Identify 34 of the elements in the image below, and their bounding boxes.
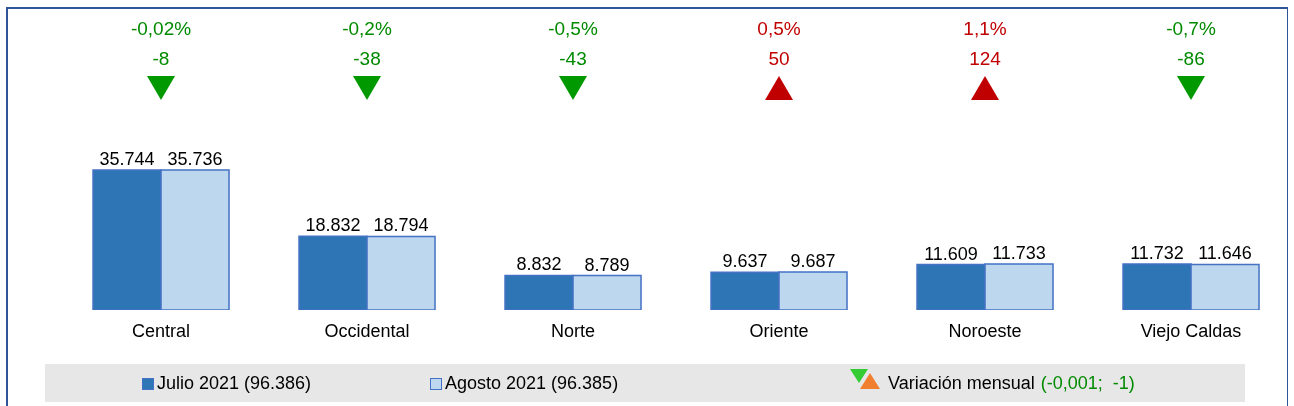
- x-tick-label: Noroeste: [948, 320, 1022, 341]
- text: -38: [352, 48, 382, 70]
- text: -0,02%: [129, 18, 193, 40]
- text: -0,2%: [341, 18, 393, 40]
- x-tick-label: Norte: [550, 320, 596, 341]
- x-tick-label: Oriente: [749, 320, 809, 341]
- data-label: 11.733: [992, 243, 1046, 264]
- data-label: 11.609: [924, 243, 978, 264]
- data-label: 8.789: [584, 254, 630, 275]
- legend-label: Agosto 2021 (96.385): [445, 373, 619, 394]
- data-label: 11.732: [1130, 243, 1184, 264]
- data-label: 11.646: [1198, 243, 1252, 264]
- text: -8: [151, 48, 171, 70]
- text: -0,7%: [1165, 18, 1217, 40]
- text: (-0,001; -1): [1040, 373, 1135, 394]
- text: -86: [1176, 48, 1206, 70]
- data-label: 18.794: [373, 215, 429, 236]
- text: -0,5%: [547, 18, 599, 40]
- data-label: 8.832: [516, 254, 562, 275]
- x-tick-label: Viejo Caldas: [1140, 320, 1242, 341]
- data-label: 9.687: [790, 251, 836, 272]
- x-tick-label: Occidental: [324, 320, 410, 341]
- text: Variación mensual: [888, 373, 1035, 394]
- data-label: 9.637: [722, 251, 768, 272]
- x-tick-label: Central: [131, 320, 191, 341]
- text: 50: [767, 48, 791, 70]
- data-label: 35.736: [167, 149, 223, 170]
- text: 0,5%: [756, 18, 802, 40]
- data-label: 18.832: [305, 215, 361, 236]
- text: 124: [968, 48, 1002, 70]
- legend-label: Julio 2021 (96.386): [157, 373, 312, 394]
- text: 1,1%: [962, 18, 1008, 40]
- data-label: 35.744: [99, 149, 155, 169]
- text: -43: [558, 48, 588, 70]
